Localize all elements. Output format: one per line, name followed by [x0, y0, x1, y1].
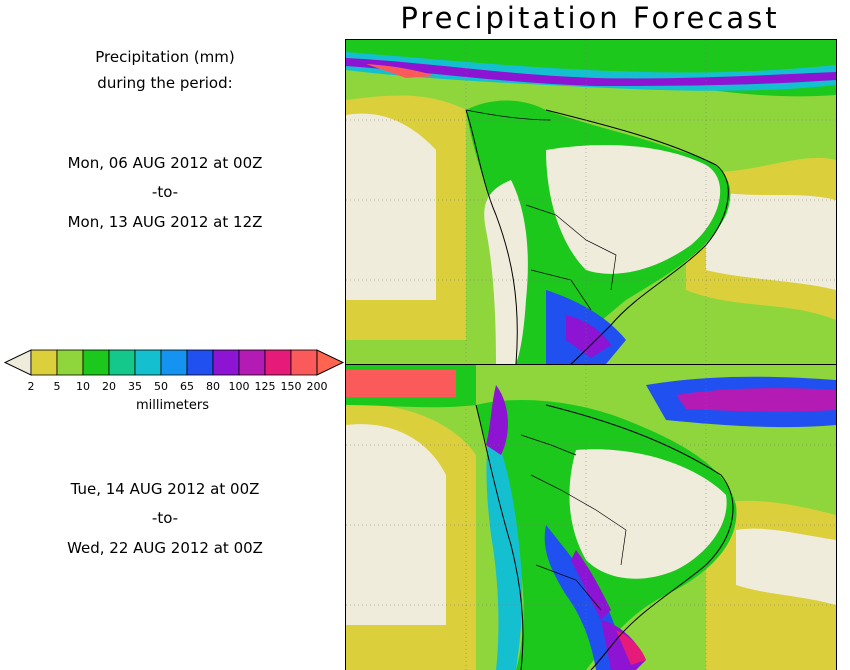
scale-swatch [30, 349, 58, 376]
scale-swatch [186, 349, 214, 376]
color-scale-bar [3, 349, 345, 376]
legend-heading-line1: Precipitation (mm) [95, 48, 235, 66]
scale-swatch [108, 349, 136, 376]
color-scale-units: millimeters [136, 398, 209, 413]
period1-separator: -to- [151, 183, 179, 201]
scale-swatch [82, 349, 110, 376]
scale-tick-label: 5 [53, 380, 61, 393]
scale-tick-label: 2 [27, 380, 35, 393]
chart-title: Precipitation Forecast [400, 1, 780, 35]
period1-start: Mon, 06 AUG 2012 at 00Z [67, 154, 263, 172]
scale-tick-label: 50 [154, 380, 168, 393]
period2-start: Tue, 14 AUG 2012 at 00Z [70, 480, 260, 498]
scale-tick-label: 100 [228, 380, 250, 393]
scale-arrow-high [316, 349, 345, 376]
scale-swatch [290, 349, 318, 376]
scale-swatch [134, 349, 162, 376]
scale-swatch [238, 349, 266, 376]
scale-swatch [56, 349, 84, 376]
map-panel-period2 [345, 364, 837, 670]
period1-end: Mon, 13 AUG 2012 at 12Z [67, 213, 263, 231]
scale-swatch [212, 349, 240, 376]
scale-arrow-low [3, 349, 32, 376]
scale-tick-label: 150 [280, 380, 302, 393]
scale-tick-label: 35 [128, 380, 142, 393]
period2-end: Wed, 22 AUG 2012 at 00Z [67, 539, 263, 557]
scale-swatch [264, 349, 292, 376]
color-scale-legend: 2 5 10 20 35 50 65 80 100 125 150 200 millimeters [0, 345, 345, 420]
map-panel-period1 [345, 39, 837, 365]
scale-swatch [160, 349, 188, 376]
period2-separator: -to- [151, 509, 179, 527]
scale-tick-label: 200 [306, 380, 328, 393]
scale-tick-label: 65 [180, 380, 194, 393]
scale-tick-label: 10 [76, 380, 90, 393]
scale-tick-label: 125 [254, 380, 276, 393]
scale-tick-label: 80 [206, 380, 220, 393]
scale-tick-label: 20 [102, 380, 116, 393]
legend-heading-line2: during the period: [97, 74, 233, 92]
